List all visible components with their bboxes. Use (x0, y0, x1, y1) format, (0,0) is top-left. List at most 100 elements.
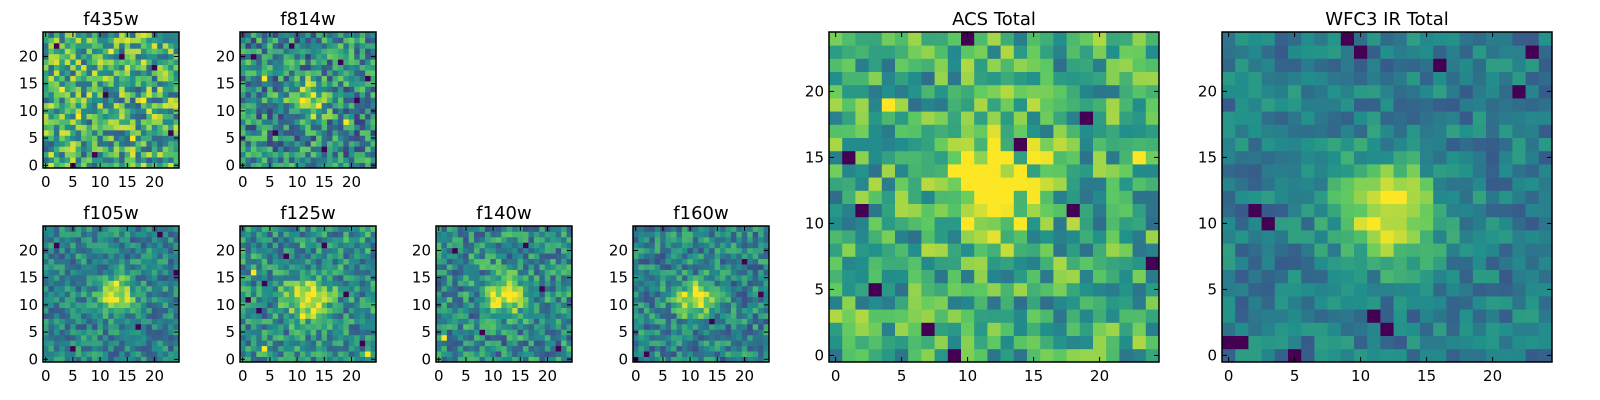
heatmap-cell (86, 113, 93, 120)
heatmap-cell (48, 247, 55, 254)
heatmap-cell (1222, 309, 1236, 323)
heatmap-cell (86, 296, 93, 303)
heatmap-cell (332, 226, 339, 232)
heatmap-cell (140, 162, 147, 169)
heatmap-cell (151, 236, 158, 243)
heatmap-cell (288, 140, 295, 147)
heatmap-cell (741, 340, 748, 347)
heatmap-cell (124, 151, 131, 158)
heatmap-cell (1512, 164, 1526, 178)
heatmap-cell (1433, 177, 1447, 191)
heatmap-cell (135, 80, 142, 87)
heatmap-cell (316, 157, 322, 163)
heatmap-cell (272, 356, 279, 363)
heatmap-cell (881, 137, 896, 152)
heatmap-cell (474, 226, 480, 232)
heatmap-cell (108, 323, 115, 330)
heatmap-cell (633, 291, 639, 298)
heatmap-cell (1013, 256, 1028, 270)
heatmap-cell (681, 264, 688, 270)
heatmap-cell (452, 334, 459, 341)
heatmap-cell (305, 291, 312, 298)
heatmap-cell (365, 329, 371, 336)
heatmap-cell (506, 318, 513, 325)
heatmap-cell (703, 323, 710, 330)
heatmap-cell (665, 231, 672, 238)
heatmap-cell (1079, 58, 1094, 72)
heatmap-cell (1053, 203, 1067, 218)
heatmap-cell (327, 296, 333, 303)
heatmap-cell (539, 269, 546, 276)
heatmap-cell (64, 151, 71, 158)
heatmap-cell (974, 256, 988, 270)
heatmap-cell (173, 124, 180, 131)
heatmap-cell (162, 313, 169, 319)
heatmap-cell (855, 216, 869, 231)
heatmap-cell (359, 236, 366, 243)
heatmap-cell (1327, 203, 1342, 218)
heatmap-cell (1380, 256, 1394, 270)
heatmap-cell (501, 269, 508, 276)
heatmap-cell (113, 291, 120, 298)
heatmap-cell (250, 140, 257, 147)
heatmap-cell (256, 53, 263, 60)
heatmap-cell (1327, 322, 1342, 336)
heatmap-cell (1486, 190, 1500, 204)
heatmap-cell (1525, 348, 1540, 363)
heatmap-cell (81, 280, 87, 287)
heatmap-cell (921, 269, 935, 284)
heatmap-cell (506, 253, 513, 260)
heatmap-cell (1132, 269, 1147, 284)
heatmap-cell (1433, 322, 1447, 336)
heatmap-cell (135, 313, 142, 319)
heatmap-cell (561, 291, 567, 298)
heatmap-cell (517, 285, 524, 292)
heatmap-cell (348, 340, 355, 347)
heatmap-cell (1301, 150, 1315, 165)
heatmap-cell (113, 242, 120, 249)
heatmap-cell (64, 340, 71, 347)
heatmap-cell (75, 157, 82, 163)
heatmap-cell (687, 274, 694, 281)
heatmap-cell (468, 269, 475, 276)
heatmap-cell (64, 91, 71, 98)
heatmap-cell (1106, 71, 1120, 86)
heatmap-cell (1040, 32, 1054, 46)
heatmap-cell (484, 340, 491, 347)
heatmap-cell (544, 345, 551, 352)
heatmap-cell (452, 351, 459, 357)
heatmap-cell (240, 64, 246, 71)
heatmap-cell (162, 162, 169, 169)
heatmap-cell (146, 59, 153, 66)
heatmap-cell (709, 296, 715, 303)
heatmap-cell (855, 124, 869, 138)
heatmap-cell (446, 274, 453, 281)
heatmap-cell (151, 42, 158, 49)
heatmap-cell (709, 329, 715, 336)
heatmap-cell (703, 285, 710, 292)
heatmap-cell (359, 48, 366, 55)
heatmap-cell (671, 264, 677, 270)
heatmap-cell (752, 307, 759, 314)
heatmap-cell (70, 70, 77, 76)
heatmap-cell (124, 124, 131, 131)
heatmap-cell (855, 45, 869, 59)
heatmap-cell (544, 307, 551, 314)
heatmap-cell (725, 258, 732, 265)
heatmap-cell (1499, 256, 1513, 270)
heatmap-cell (533, 307, 540, 314)
heatmap-cell (934, 190, 949, 204)
heatmap-cell (736, 226, 743, 232)
heatmap-cell (829, 256, 843, 270)
heatmap-cell (1274, 203, 1289, 218)
heatmap-cell (1420, 203, 1434, 218)
heatmap-cell (337, 356, 344, 363)
heatmap-cell (245, 146, 252, 153)
heatmap-cell (294, 242, 301, 249)
heatmap-cell (463, 307, 470, 314)
heatmap-cell (544, 340, 551, 347)
heatmap-cell (359, 296, 366, 303)
heatmap-cell (1261, 335, 1276, 350)
heatmap-cell (310, 340, 317, 347)
